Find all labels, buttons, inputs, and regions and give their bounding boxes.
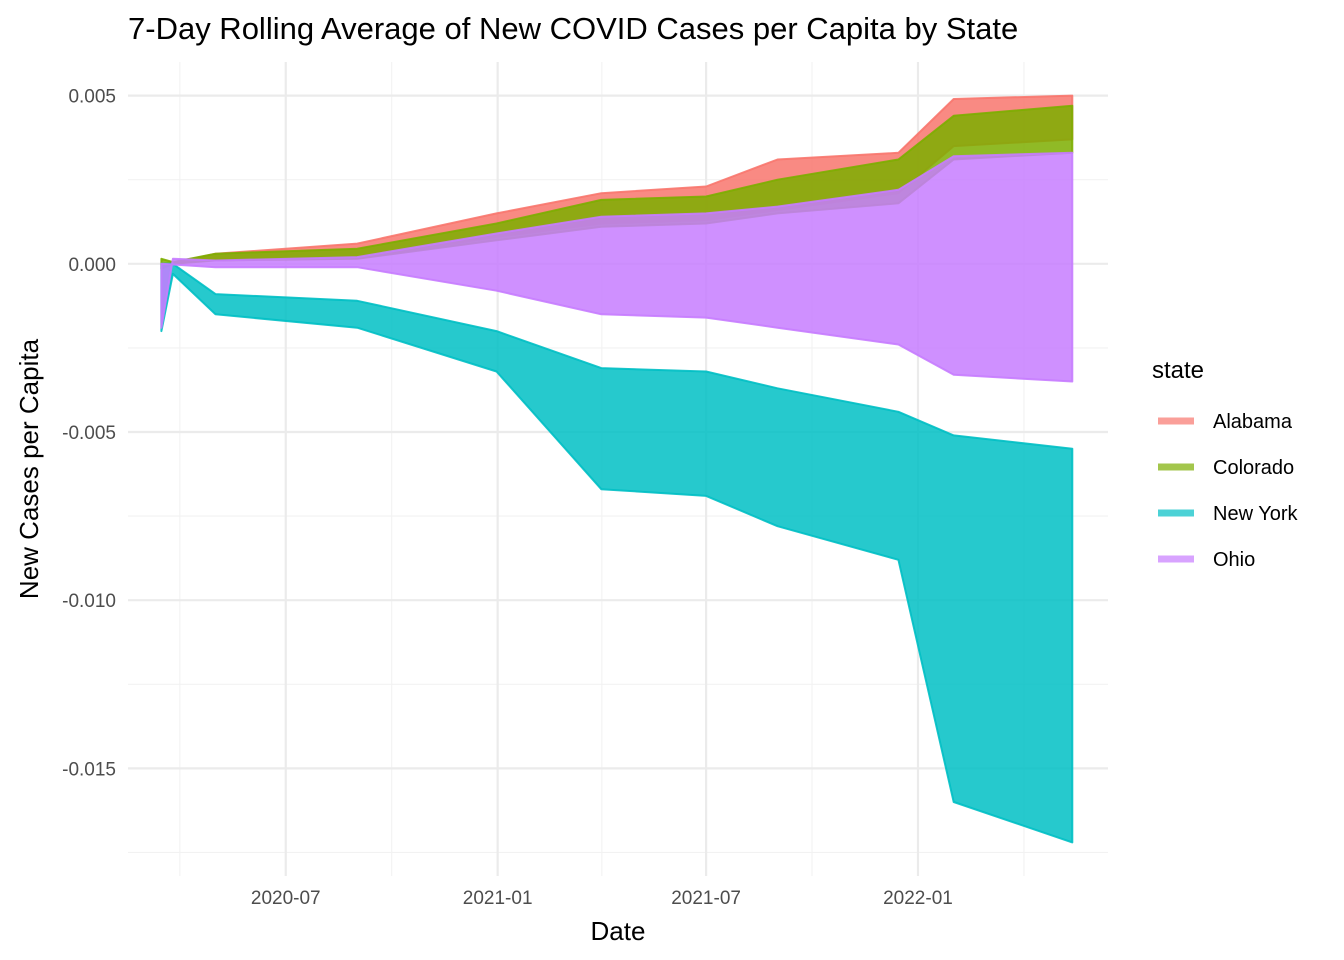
x-tick-labels: 2020-07 2021-01 2021-07 2022-01	[251, 888, 953, 909]
x-tick-label-3: 2022-01	[883, 888, 953, 909]
y-tick-label-1: 0.000	[68, 255, 116, 276]
y-axis-title: New Cases per Capita	[14, 338, 44, 599]
legend-label-alabama: Alabama	[1213, 411, 1293, 433]
area-new-york	[160, 262, 1074, 844]
x-tick-label-2: 2021-07	[671, 888, 741, 909]
area-layer	[160, 94, 1074, 844]
y-tick-label-3: -0.010	[62, 591, 116, 612]
x-axis-title: Date	[591, 916, 646, 946]
y-tick-label-4: -0.015	[62, 759, 116, 780]
legend-label-ohio: Ohio	[1213, 549, 1255, 571]
y-tick-labels: 0.005 0.000 -0.005 -0.010 -0.015	[62, 87, 116, 781]
chart-title: 7-Day Rolling Average of New COVID Cases…	[128, 11, 1018, 46]
legend-label-new-york: New York	[1213, 503, 1298, 525]
legend-label-colorado: Colorado	[1213, 457, 1294, 479]
y-tick-label-2: -0.005	[62, 423, 116, 444]
legend-title: state	[1152, 357, 1204, 384]
x-tick-label-0: 2020-07	[251, 888, 321, 909]
legend: state Alabama Colorado New York Ohio	[1152, 357, 1298, 571]
y-tick-label-0: 0.005	[68, 87, 116, 108]
x-tick-label-1: 2021-01	[463, 888, 533, 909]
area-ohio	[160, 151, 1074, 383]
